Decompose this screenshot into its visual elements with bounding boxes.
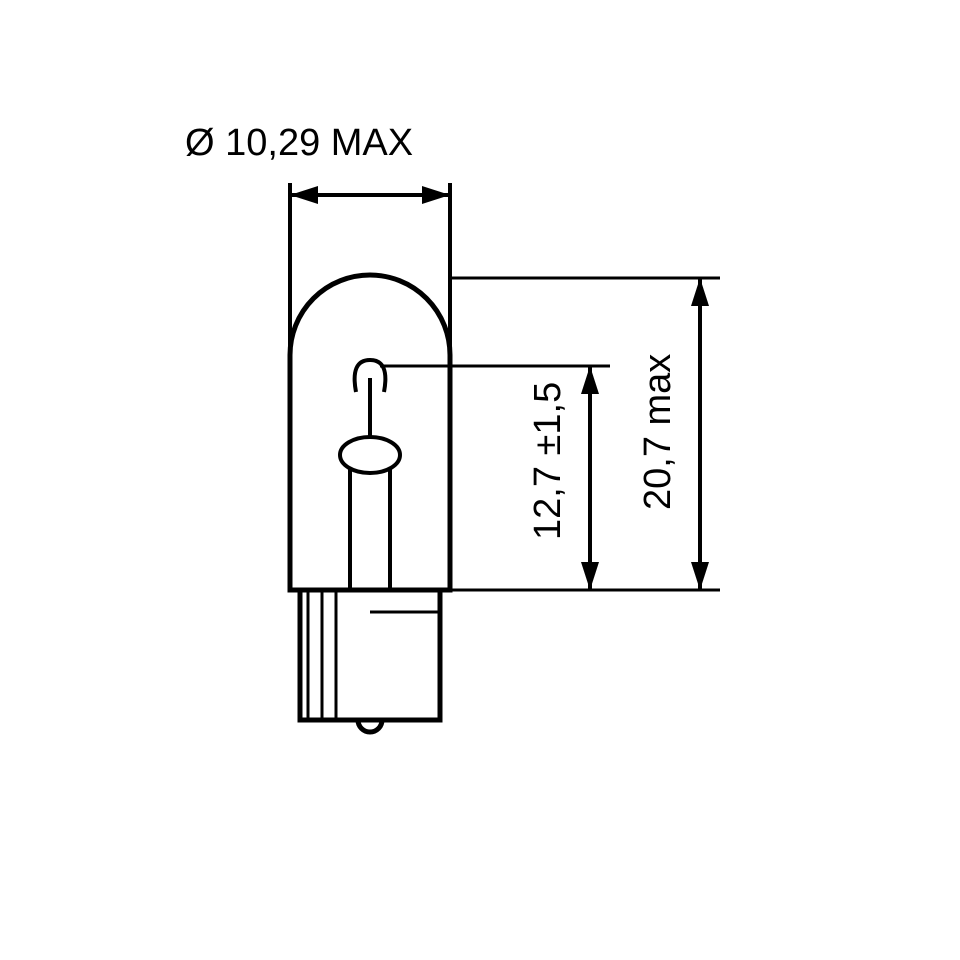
bulb-dimension-diagram: Ø 10,29 MAX 12,7 ±1,5 20,7 max [0,0,960,960]
dim-label-overall-height: 20,7 max [637,354,679,510]
dim-label-filament-height: 12,7 ±1,5 [527,382,569,540]
dim-label-diameter: Ø 10,29 MAX [185,122,413,164]
